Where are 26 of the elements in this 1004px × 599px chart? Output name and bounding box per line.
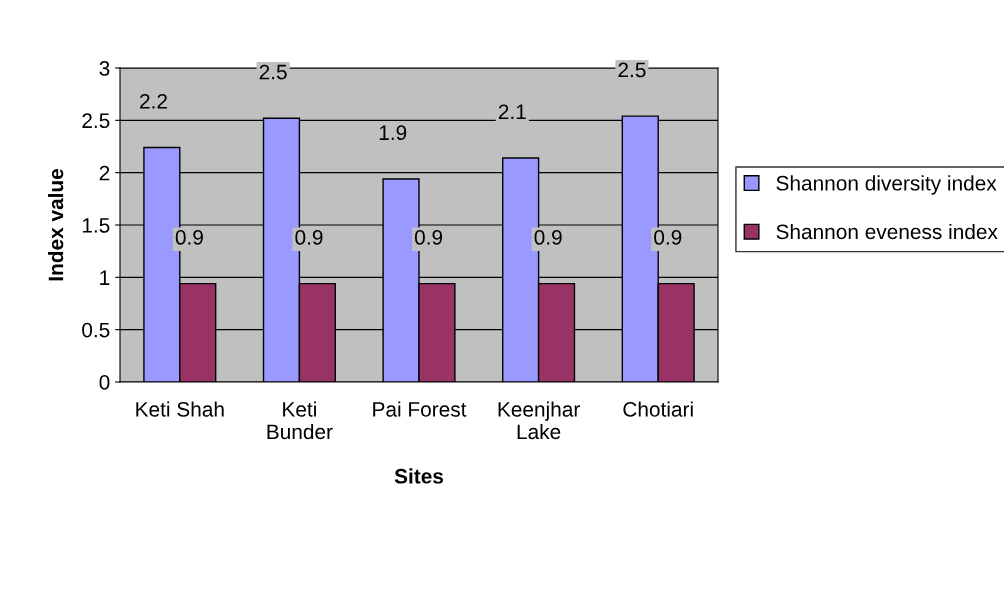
data-label: 2.5 — [259, 64, 287, 80]
y-tick-label: 0 — [99, 375, 110, 390]
y-tick-label: 0.5 — [82, 322, 110, 338]
y-tick-label: 1 — [100, 270, 110, 285]
x-axis-title: Sites — [394, 468, 444, 484]
x-tick-label: Keti Shah — [136, 401, 224, 417]
y-tick-label: 3 — [99, 61, 110, 76]
data-label: 0.9 — [175, 230, 203, 245]
y-tick-label: 2 — [99, 165, 110, 181]
data-label: 0.9 — [654, 230, 682, 245]
data-label: 2.2 — [140, 93, 167, 109]
y-tick-label: 1.5 — [82, 218, 110, 233]
data-label: 0.9 — [534, 230, 562, 245]
x-tick-label: Pai Forest — [373, 401, 467, 417]
data-label: 0.9 — [295, 230, 323, 245]
data-label: 2.1 — [498, 104, 526, 119]
legend-label: Shannon eveness index — [776, 223, 998, 240]
y-axis-title: Index value — [48, 168, 64, 281]
data-label: 2.5 — [618, 62, 646, 78]
data-label: 0.9 — [414, 230, 443, 245]
legend-label: Shannon diversity index — [776, 175, 997, 195]
x-tick-label: Keti Bunder — [267, 401, 333, 440]
data-label: 1.9 — [379, 125, 407, 141]
x-tick-label: Keenjhar Lake — [498, 401, 580, 440]
y-tick-label: 2.5 — [82, 113, 110, 129]
x-tick-label: Chotiari — [623, 401, 693, 417]
